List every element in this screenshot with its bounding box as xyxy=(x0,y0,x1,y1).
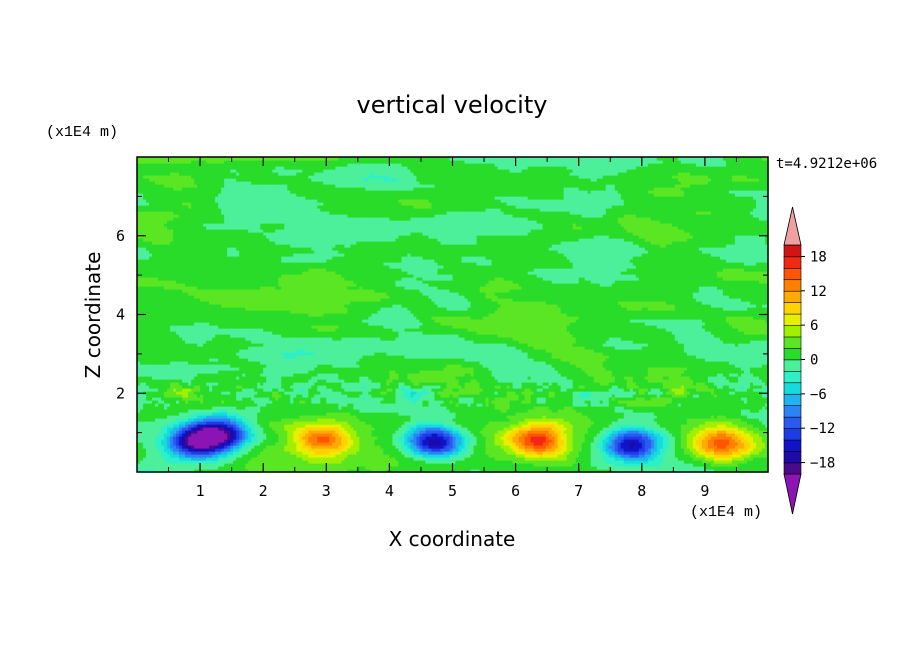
chart-title: vertical velocity xyxy=(357,91,548,119)
y-unit-label: (x1E4 m) xyxy=(46,124,118,141)
time-label: t=4.9212e+06 xyxy=(776,156,877,172)
contour-field xyxy=(137,157,769,473)
